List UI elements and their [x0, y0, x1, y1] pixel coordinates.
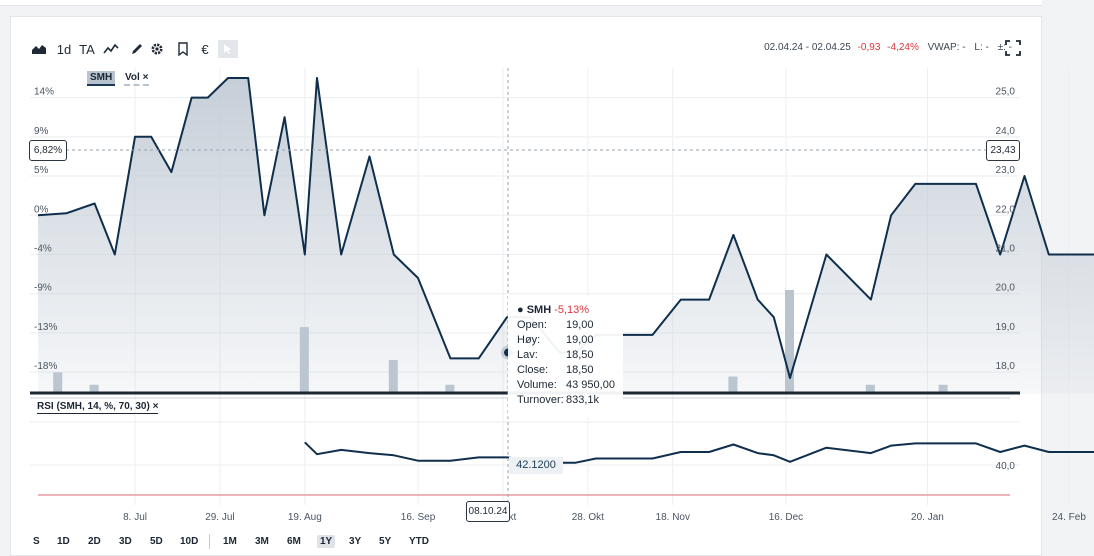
crosshair-date-badge: 08.10.24	[466, 501, 510, 522]
tooltip-row: Høy: 19,00	[517, 334, 623, 349]
legend-volume[interactable]: Vol ×	[124, 71, 150, 86]
y-tick-label-right: 24,0	[996, 126, 1016, 137]
tooltip-value: 19,00	[566, 319, 594, 331]
rsi-line	[304, 441, 1094, 464]
y-tick-label-right: 20,0	[996, 283, 1016, 294]
range-button-3y[interactable]: 3Y	[349, 536, 362, 547]
tooltip-key: Turnover:	[517, 394, 564, 406]
left-axis-badge: 6,82%	[29, 140, 67, 161]
range-button-1y[interactable]: 1Y	[317, 535, 336, 548]
tooltip-key: Lav:	[517, 349, 538, 361]
tooltip-key: Høy:	[517, 334, 541, 346]
range-button-2d[interactable]: 2D	[88, 536, 101, 547]
tooltip-row: Close: 18,50	[517, 364, 623, 379]
right-axis-badge: 23,43	[986, 140, 1020, 161]
stats-date-range: 02.04.24 - 02.04.25	[764, 42, 851, 53]
x-tick-label: 18. Nov	[656, 512, 690, 523]
x-tick-label: 16. Dec	[769, 512, 803, 523]
range-separator	[209, 534, 210, 549]
range-button-5d[interactable]: 5D	[150, 536, 163, 547]
y-tick-label-right: 19,0	[996, 322, 1016, 333]
stats-change-abs: -0,93	[857, 42, 881, 53]
y-tick-label-right: 21,0	[996, 243, 1016, 254]
rsi-label[interactable]: RSI (SMH, 14, %, 70, 30) ×	[37, 401, 159, 414]
stats-low: L: -	[974, 42, 989, 53]
stats-change-pct: -4,24%	[887, 42, 919, 53]
y-tick-label-right: 25,0	[996, 87, 1016, 98]
x-tick-label: 8. Jul	[123, 512, 147, 523]
x-tick-label: 28. Okt	[572, 512, 604, 523]
top-band	[0, 0, 1042, 6]
x-tick-label: 19. Aug	[288, 512, 322, 523]
tooltip-row: Turnover: 833,1k	[517, 394, 623, 409]
y-tick-label-right: 18,0	[996, 361, 1016, 372]
x-tick-label: 24. Feb	[1052, 512, 1086, 523]
volume-bar	[784, 290, 794, 393]
legend-smh[interactable]: SMH	[87, 71, 116, 86]
line-chart-icon[interactable]	[102, 40, 120, 58]
tooltip-value: 18,50	[566, 349, 594, 361]
tooltip-value: 833,1k	[566, 394, 600, 406]
tooltip-row: Volume: 43 950,00	[517, 379, 623, 394]
tooltip-key: Open:	[517, 319, 547, 331]
x-tick-label: 20. Jan	[911, 512, 944, 523]
tooltip-symbol: SMH	[526, 304, 552, 316]
gear-icon[interactable]	[148, 40, 166, 58]
stats-plusminus: ±: -	[997, 42, 1012, 53]
range-button-3d[interactable]: 3D	[119, 536, 132, 547]
y-tick-label-left: -18%	[34, 361, 57, 372]
range-button-1d[interactable]: 1D	[57, 536, 70, 547]
y-tick-label-left: 5%	[34, 165, 49, 176]
interval-button[interactable]: 1d	[56, 41, 72, 57]
y-tick-label-left: 14%	[34, 87, 54, 98]
x-tick-label: 16. Sep	[401, 512, 436, 523]
price-area	[38, 78, 1094, 394]
tooltip-key: Volume:	[517, 379, 557, 391]
tooltip-row: Lav: 18,50	[517, 349, 623, 364]
y-tick-label-right: 22,0	[996, 204, 1016, 215]
range-button-6m[interactable]: 6M	[287, 536, 301, 547]
ta-button[interactable]: TA	[79, 41, 95, 57]
range-button-s[interactable]: S	[33, 536, 40, 547]
currency-button[interactable]: €	[201, 41, 209, 57]
y-tick-label-right: 23,0	[996, 165, 1016, 176]
cursor-icon[interactable]	[218, 40, 238, 58]
tooltip-key: Close:	[517, 364, 549, 376]
y-tick-label-left: 0%	[34, 204, 49, 215]
y-tick-label-left: 9%	[34, 126, 49, 137]
range-button-ytd[interactable]: YTD	[409, 536, 429, 547]
y-tick-label-left: -4%	[34, 243, 52, 254]
tooltip-value: 43 950,00	[566, 379, 615, 391]
rsi-tick-label: 40,0	[996, 461, 1016, 472]
rsi-value: 42.1200	[509, 457, 563, 474]
fullscreen-icon[interactable]	[1005, 40, 1021, 56]
area-chart-icon[interactable]	[30, 40, 48, 58]
y-tick-label-left: -9%	[34, 283, 52, 294]
tooltip-row: Open: 19,00	[517, 319, 623, 334]
range-button-5y[interactable]: 5Y	[379, 536, 392, 547]
pencil-icon[interactable]	[128, 40, 146, 58]
range-button-10d[interactable]: 10D	[180, 536, 199, 547]
tooltip-dot: ●	[517, 304, 527, 316]
range-button-3m[interactable]: 3M	[255, 536, 269, 547]
y-tick-label-left: -13%	[34, 322, 57, 333]
stats-bar: 02.04.24 - 02.04.25 -0,93 -4,24% VWAP: -…	[764, 42, 1012, 53]
tooltip: ● SMH -5,13% Open: 19,00 Høy: 19,00 Lav: 18…	[508, 296, 623, 417]
tooltip-value: 19,00	[566, 334, 594, 346]
tooltip-title: ● SMH -5,13%	[517, 304, 623, 319]
tooltip-change: -5,13%	[554, 304, 590, 316]
bookmark-icon[interactable]	[174, 40, 192, 58]
stats-vwap: VWAP: -	[927, 42, 966, 53]
range-button-1m[interactable]: 1M	[223, 536, 237, 547]
x-tick-label: 29. Jul	[205, 512, 234, 523]
tooltip-value: 18,50	[566, 364, 594, 376]
